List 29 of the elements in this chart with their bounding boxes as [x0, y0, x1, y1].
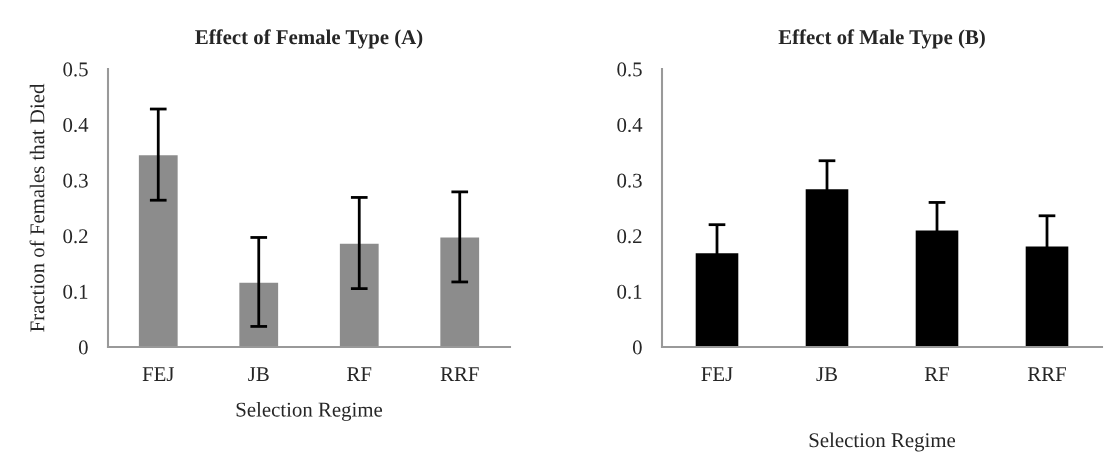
bar [438, 236, 481, 347]
x-tick-label: RF [924, 367, 949, 381]
x-axis-title: Selection Regime [236, 402, 383, 421]
chart-title: Effect of Male Type (B) [778, 29, 985, 49]
y-tick-label: 0.4 [63, 117, 89, 133]
y-tick-label: 0.3 [63, 173, 88, 188]
bar [237, 281, 280, 347]
x-tick-label: FEJ [701, 367, 733, 382]
y-tick-label: 0 [78, 340, 88, 355]
y-tick-label: 0.1 [617, 284, 642, 299]
y-axis-title: Fraction of Females that Died [29, 83, 45, 332]
y-tick-label: 0 [632, 340, 642, 355]
chart-title: Effect of Female Type (A) [195, 29, 423, 49]
x-tick-label: RF [347, 367, 372, 381]
y-tick-label: 0.3 [617, 173, 642, 188]
x-tick-label: JB [816, 367, 837, 382]
y-tick-label: 0.5 [617, 62, 642, 77]
x-tick-label: FEJ [142, 367, 175, 382]
x-tick-label: RRF [1027, 367, 1066, 381]
y-tick-label: 0.5 [63, 62, 88, 77]
x-tick-label: JB [248, 367, 269, 382]
y-tick-label: 0.4 [617, 117, 643, 133]
x-tick-label: RRF [440, 367, 479, 381]
y-tick-label: 0.1 [63, 284, 88, 299]
y-tick-label: 0.2 [617, 229, 642, 244]
bar [137, 153, 180, 347]
bar [338, 242, 381, 347]
x-axis-title: Selection Regime [809, 432, 956, 452]
y-tick-label: 0.2 [63, 229, 88, 244]
